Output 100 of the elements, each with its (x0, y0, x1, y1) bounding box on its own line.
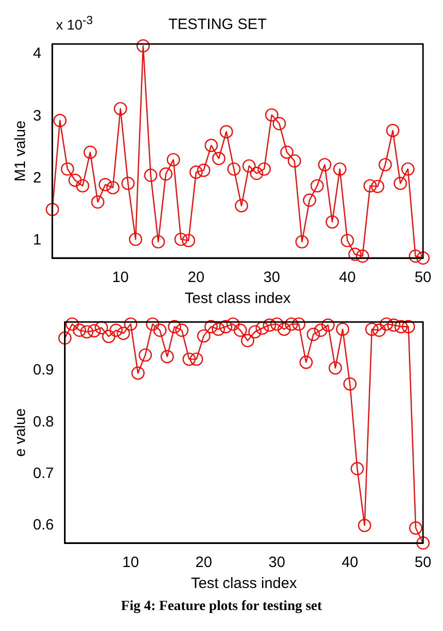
point (272, 117, 286, 130)
point (394, 176, 407, 190)
point (189, 166, 203, 179)
point (365, 322, 378, 336)
y-tick-label: 0.6 (32, 516, 54, 534)
point (234, 324, 247, 337)
point (356, 250, 370, 263)
point (197, 164, 210, 177)
x-tick-label: 20 (195, 554, 212, 572)
point (328, 361, 342, 375)
point (408, 250, 422, 263)
x-tick-label: 40 (339, 269, 356, 286)
point (321, 318, 335, 332)
y-tick-label: 0.7 (32, 464, 54, 482)
point (333, 162, 346, 176)
point (378, 158, 392, 172)
x-axis-title: Test class index (190, 575, 298, 592)
point (299, 356, 313, 369)
x-tick-label: 30 (263, 269, 280, 286)
point (197, 329, 210, 343)
point (94, 321, 108, 334)
point (220, 125, 233, 138)
point (363, 179, 377, 192)
point (306, 328, 320, 341)
point (416, 536, 430, 550)
point (226, 317, 240, 331)
point (416, 251, 430, 265)
point (302, 194, 316, 207)
point (66, 317, 79, 331)
point (265, 108, 278, 122)
point (102, 330, 116, 344)
point (258, 162, 271, 176)
point (288, 154, 302, 168)
point (76, 179, 90, 192)
point (386, 124, 400, 138)
point (114, 102, 128, 116)
point (310, 179, 324, 192)
point (152, 235, 165, 248)
point (256, 322, 269, 335)
text: x 10$^{-3}$ (56, 14, 93, 33)
point (394, 320, 408, 334)
point (60, 162, 74, 176)
point (284, 317, 298, 331)
point (109, 324, 123, 337)
point (168, 320, 182, 334)
point (84, 146, 97, 159)
point (174, 232, 188, 246)
point (292, 317, 306, 331)
point (278, 322, 291, 336)
point (131, 366, 145, 380)
point (234, 199, 248, 212)
point (295, 235, 309, 248)
point (80, 325, 94, 338)
y-tick-label: 0.9 (32, 362, 54, 379)
point (227, 162, 240, 176)
point (124, 317, 138, 331)
point (340, 234, 354, 248)
point (358, 518, 372, 532)
point (106, 181, 120, 194)
point (371, 180, 384, 194)
point (182, 352, 196, 366)
x-tick-label: 50 (414, 554, 432, 572)
x-tick-label: 50 (414, 269, 432, 286)
caption: Fig 4: Feature plots for testing set (120, 599, 323, 615)
point (240, 334, 254, 348)
point (401, 162, 414, 176)
point (348, 248, 362, 261)
y-tick-label: 4 (33, 45, 42, 62)
point (136, 39, 150, 52)
y-axis-title: e value (12, 408, 30, 457)
point (409, 521, 422, 535)
point (159, 167, 172, 181)
point (380, 317, 394, 331)
point (138, 348, 152, 362)
point (242, 159, 256, 173)
point (250, 166, 264, 180)
point (219, 320, 232, 334)
point (262, 318, 276, 332)
point (53, 114, 67, 128)
point (128, 232, 142, 246)
point (326, 215, 339, 229)
point (270, 317, 284, 331)
point (387, 318, 400, 332)
point (153, 324, 166, 337)
x-tick-label: 10 (112, 269, 129, 286)
point (72, 324, 86, 337)
point (372, 324, 386, 337)
point (318, 158, 332, 172)
y-tick-label: 2 (33, 170, 42, 187)
chart-title: TESTING SET (168, 16, 267, 34)
point (280, 146, 294, 159)
y-tick-label: 1 (33, 232, 42, 249)
point (175, 324, 188, 337)
point (204, 320, 218, 334)
point (160, 350, 174, 364)
point (248, 325, 262, 338)
point (46, 202, 59, 216)
x-axis-title: Test class index (184, 290, 292, 308)
point (343, 377, 357, 391)
point (98, 178, 112, 192)
